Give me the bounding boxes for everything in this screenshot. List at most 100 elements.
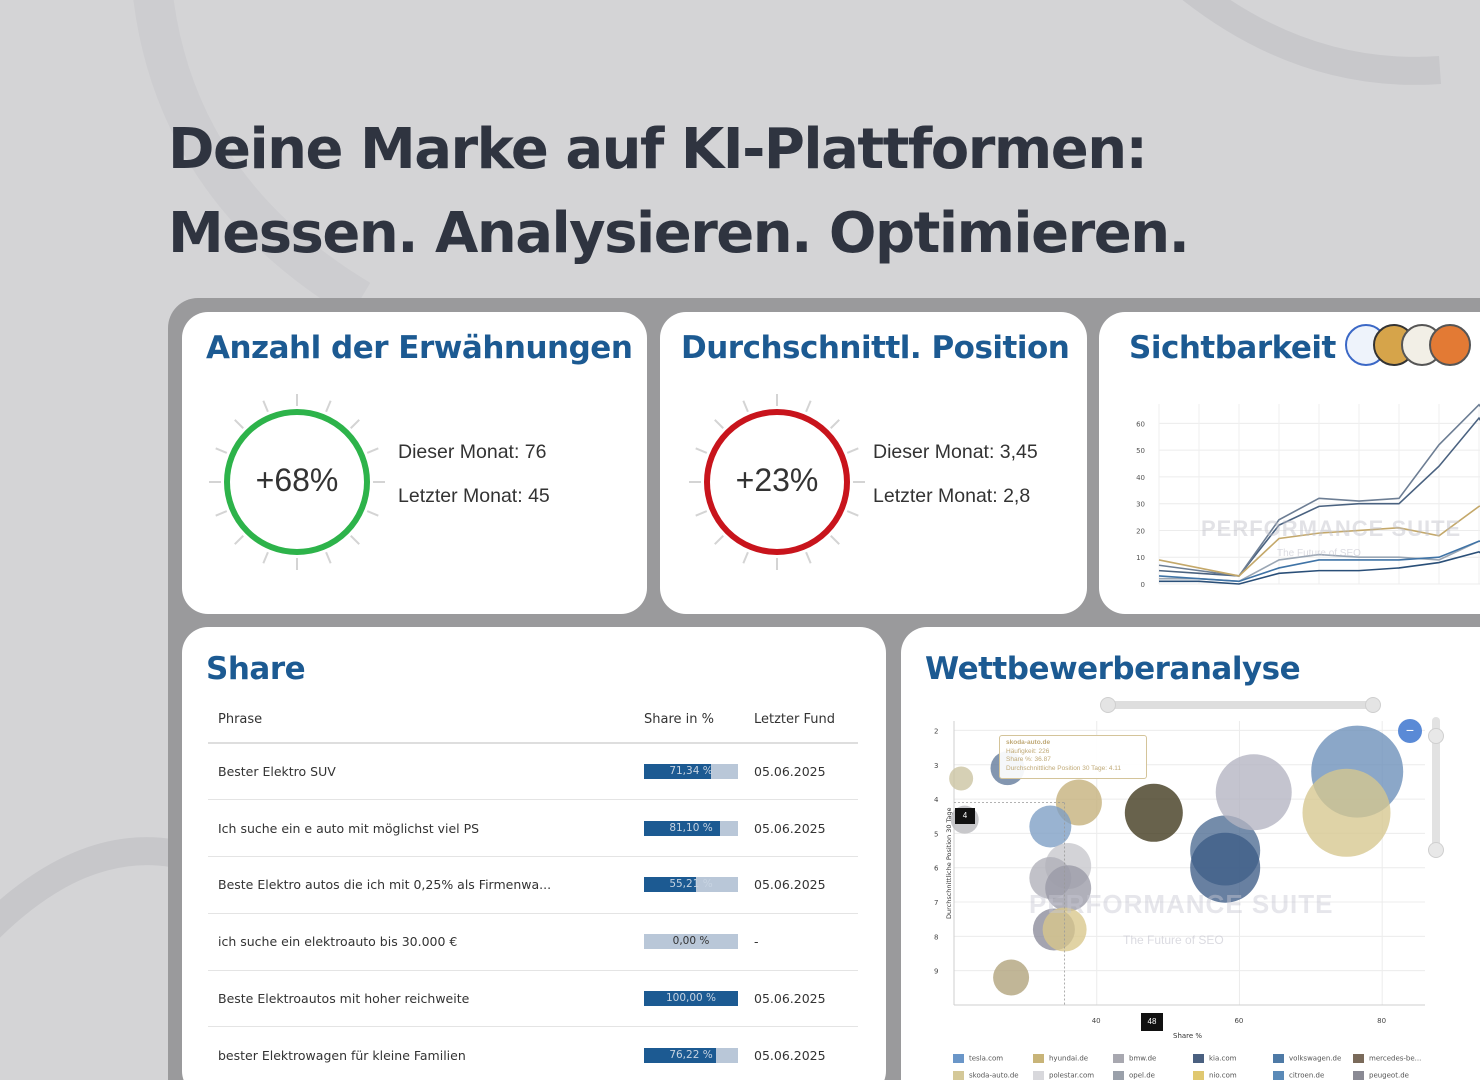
- gauge-tick: [830, 535, 840, 545]
- bubble: [993, 959, 1030, 996]
- x-slider-handle-right[interactable]: [1365, 697, 1381, 713]
- legend-item[interactable]: polestar.com: [1033, 1071, 1094, 1080]
- table-row[interactable]: Ich suche ein e auto mit möglichst viel …: [208, 799, 858, 858]
- share-table-header: Phrase Share in % Letzter Fund: [208, 697, 858, 744]
- visibility-title: Sichtbarkeit: [1129, 330, 1336, 366]
- legend-swatch: [1113, 1054, 1124, 1063]
- share-card: Share Phrase Share in % Letzter Fund Bes…: [182, 627, 886, 1080]
- gauge-tick: [350, 535, 360, 545]
- mentions-card: Anzahl der Erwähnungen +68% Dieser Monat…: [182, 312, 647, 614]
- legend-swatch: [1113, 1071, 1124, 1080]
- visibility-watermark: PERFORMANCE SUITE: [1201, 516, 1462, 541]
- share-bar-fill: [644, 820, 721, 836]
- competitor-watermark: PERFORMANCE SUITE: [1029, 889, 1334, 919]
- column-header-phrase[interactable]: Phrase: [208, 697, 634, 744]
- headline: Deine Marke auf KI-Plattformen: Messen. …: [168, 108, 1190, 276]
- gauge-tick: [350, 419, 360, 429]
- column-header-share[interactable]: Share in %: [634, 697, 744, 744]
- last-found-cell: 05.06.2025: [744, 743, 858, 801]
- bubble: [1042, 907, 1087, 952]
- series-line-4: [1158, 540, 1480, 583]
- legend-label: polestar.com: [1049, 1071, 1095, 1080]
- y-tick-label: 10: [1136, 554, 1145, 562]
- gauge-tick: [714, 535, 724, 545]
- legend-label: opel.de: [1129, 1071, 1155, 1080]
- position-ring-value: +23%: [735, 462, 819, 498]
- mentions-ring-value: +68%: [255, 462, 339, 498]
- share-bar-fill: [644, 764, 712, 780]
- legend-item[interactable]: mercedes-be...: [1353, 1054, 1421, 1063]
- mentions-last-month: Letzter Monat: 45: [398, 485, 550, 507]
- share-cell: 81,10 %: [634, 799, 744, 858]
- share-bar-label: 81,10 %: [669, 821, 713, 834]
- share-cell: 55,21 %: [634, 856, 744, 914]
- series-line-2: [1158, 505, 1480, 577]
- gauge-tick: [742, 400, 749, 413]
- series-line-5: [1159, 551, 1480, 585]
- mentions-ring: [209, 394, 385, 570]
- x-slider-handle-left[interactable]: [1100, 697, 1116, 713]
- gauge-tick: [830, 419, 840, 429]
- legend-item[interactable]: skoda-auto.de: [953, 1071, 1019, 1080]
- y-tick-label: 20: [1136, 527, 1145, 535]
- phrase-cell: ich suche ein elektroauto bis 30.000 €: [208, 913, 634, 971]
- share-bar-label: 71,34 %: [669, 765, 713, 778]
- legend-item[interactable]: opel.de: [1113, 1071, 1155, 1080]
- gauge-tick: [325, 551, 332, 564]
- table-row[interactable]: Bester Elektro SUV 71,34 % 05.06.2025: [208, 743, 858, 801]
- legend-label: tesla.com: [969, 1054, 1004, 1063]
- legend-label: bmw.de: [1129, 1054, 1157, 1063]
- legend-item[interactable]: volkswagen.de: [1273, 1054, 1341, 1063]
- last-found-cell: -: [744, 913, 858, 971]
- legend-item[interactable]: bmw.de: [1113, 1054, 1156, 1063]
- legend-item[interactable]: hyundai.de: [1033, 1054, 1088, 1063]
- y-tick-label: 5: [934, 830, 938, 838]
- legend-swatch: [1033, 1071, 1044, 1080]
- phrase-cell: bester Elektrowagen für kleine Familien: [208, 1026, 634, 1080]
- table-row[interactable]: bester Elektrowagen für kleine Familien 7…: [208, 1026, 858, 1080]
- legend-item[interactable]: tesla.com: [953, 1054, 1003, 1063]
- phrase-cell: Beste Elektro autos die ich mit 0,25% al…: [208, 856, 634, 914]
- position-ring: [689, 394, 865, 570]
- share-bar-label: 55,21 %: [669, 878, 713, 891]
- last-found-cell: 05.06.2025: [744, 799, 858, 858]
- mentions-title: Anzahl der Erwähnungen: [206, 330, 633, 366]
- y-slider-handle-top[interactable]: [1428, 728, 1444, 744]
- legend-label: nio.com: [1209, 1071, 1237, 1080]
- gauge-tick: [215, 510, 228, 517]
- zoom-out-button[interactable]: −: [1398, 719, 1422, 743]
- x-range-slider[interactable]: [1106, 701, 1376, 709]
- y-slider-handle-bottom[interactable]: [1428, 842, 1444, 858]
- share-table: Phrase Share in % Letzter Fund Bester El…: [208, 697, 858, 1080]
- share-bar: 55,21 %: [644, 877, 738, 893]
- legend-item[interactable]: citroen.de: [1273, 1071, 1324, 1080]
- table-row[interactable]: Beste Elektro autos die ich mit 0,25% al…: [208, 856, 858, 914]
- bubble: [1215, 754, 1292, 831]
- position-last-month: Letzter Monat: 2,8: [873, 485, 1031, 507]
- headline-line-1: Deine Marke auf KI-Plattformen:: [168, 117, 1148, 182]
- share-bar-label: 0,00 %: [672, 935, 710, 948]
- visibility-card: Sichtbarkeit 0 10 20 30 40 50 60 PERFORMANCE S…: [1099, 312, 1480, 614]
- y-tick-label: 50: [1136, 447, 1145, 455]
- column-header-last[interactable]: Letzter Fund: [744, 697, 858, 744]
- legend-item[interactable]: nio.com: [1193, 1071, 1237, 1080]
- y-range-slider[interactable]: [1432, 717, 1440, 857]
- phrase-cell: Beste Elektroautos mit hoher reichweite: [208, 970, 634, 1028]
- y-tick-label: 3: [934, 762, 938, 770]
- x-tick-label: 80: [1377, 1017, 1386, 1025]
- table-row[interactable]: ich suche ein elektroauto bis 30.000 € 0,…: [208, 913, 858, 971]
- tooltip-title: skoda-auto.de: [1006, 739, 1051, 746]
- gauge-tick: [215, 447, 228, 454]
- phrase-cell: Bester Elektro SUV: [208, 743, 634, 801]
- x-tick-label: 60: [1234, 1017, 1243, 1025]
- table-row[interactable]: Beste Elektroautos mit hoher reichweite 1…: [208, 970, 858, 1028]
- competitor-watermark-sub: The Future of SEO: [1123, 933, 1224, 947]
- legend-item[interactable]: peugeot.de: [1353, 1071, 1409, 1080]
- legend-item[interactable]: kia.com: [1193, 1054, 1236, 1063]
- gauge-tick: [234, 535, 244, 545]
- x-tick-label: 40: [1092, 1017, 1101, 1025]
- bubble: [1302, 768, 1391, 857]
- legend-swatch: [1273, 1071, 1284, 1080]
- tooltip-line-3: Durchschnittliche Position 30 Tage: 4.11: [1006, 764, 1122, 772]
- share-cell: 71,34 %: [634, 743, 744, 801]
